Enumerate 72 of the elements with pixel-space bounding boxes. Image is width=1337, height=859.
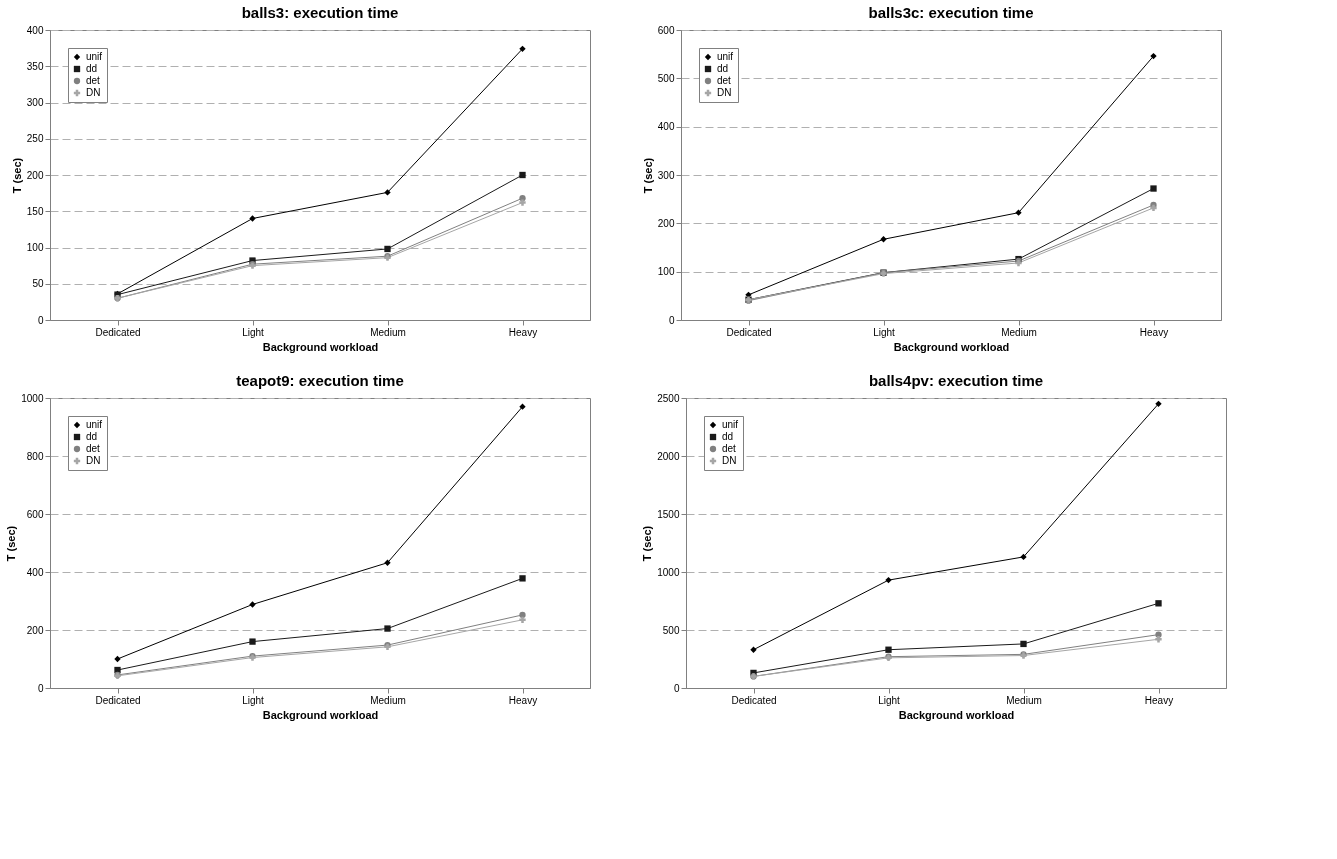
legend-label: DN xyxy=(717,87,732,98)
y-tick-label: 100 xyxy=(657,266,675,278)
x-tick-label: Light xyxy=(873,326,896,338)
y-tick-label: 500 xyxy=(657,72,675,84)
legend-label: det xyxy=(717,75,732,86)
x-tick-label: Dedicated xyxy=(95,694,141,706)
y-tick-label: 1000 xyxy=(21,392,44,404)
y-tick-label: 0 xyxy=(673,682,680,694)
y-tick-label: 0 xyxy=(37,682,44,694)
x-tick-label: Dedicated xyxy=(726,326,772,338)
x-axis-title: Background workload xyxy=(898,708,1015,721)
y-tick-label: 0 xyxy=(37,314,44,326)
chart-title: balls3: execution time xyxy=(241,4,399,21)
y-tick-label: 350 xyxy=(26,60,44,72)
legend-label: DN xyxy=(722,455,737,466)
y-tick-label: 400 xyxy=(657,121,675,133)
y-axis-title: T (sec) xyxy=(5,525,18,562)
legend-label: DN xyxy=(86,87,101,98)
x-axis-title: Background workload xyxy=(893,340,1010,353)
y-tick-label: 600 xyxy=(26,508,44,520)
x-tick-label: Medium xyxy=(370,326,406,338)
x-tick-label: Medium xyxy=(1001,326,1037,338)
legend-label: det xyxy=(722,443,737,454)
x-tick-label: Heavy xyxy=(508,694,538,706)
y-tick-label: 300 xyxy=(26,97,44,108)
y-tick-label: 200 xyxy=(657,217,675,229)
y-tick-label: 250 xyxy=(26,133,44,145)
chart-title: balls3c: execution time xyxy=(868,4,1034,21)
y-tick-label: 2500 xyxy=(657,392,680,404)
legend-label: unif xyxy=(722,419,739,430)
legend-label: unif xyxy=(717,51,734,62)
y-tick-label: 800 xyxy=(26,450,44,462)
legend-label: dd xyxy=(86,63,98,74)
legend-label: DN xyxy=(86,455,101,466)
legend-label: unif xyxy=(86,51,103,62)
y-axis-title: T (sec) xyxy=(641,157,654,194)
x-axis-title: Background workload xyxy=(262,708,379,721)
legend-label: dd xyxy=(722,431,734,442)
y-tick-label: 200 xyxy=(26,624,44,636)
x-tick-label: Light xyxy=(242,694,265,706)
y-axis-title: T (sec) xyxy=(641,525,654,562)
y-tick-label: 600 xyxy=(657,24,675,36)
y-tick-label: 0 xyxy=(668,314,675,326)
legend-label: dd xyxy=(86,431,98,442)
chart-title: balls4pv: execution time xyxy=(868,372,1044,389)
x-tick-label: Heavy xyxy=(1139,326,1169,338)
x-tick-label: Medium xyxy=(370,694,406,706)
x-tick-label: Heavy xyxy=(1144,694,1174,706)
chart-title: teapot9: execution time xyxy=(236,372,404,389)
legend-label: dd xyxy=(717,63,729,74)
x-tick-label: Heavy xyxy=(508,326,538,338)
y-tick-label: 400 xyxy=(26,566,44,578)
y-axis-title: T (sec) xyxy=(10,157,23,194)
y-tick-label: 300 xyxy=(657,169,675,181)
y-tick-label: 150 xyxy=(26,205,44,217)
y-tick-label: 2000 xyxy=(657,450,680,462)
legend-label: unif xyxy=(86,419,103,430)
y-tick-label: 1000 xyxy=(657,566,680,578)
x-tick-label: Light xyxy=(878,694,901,706)
y-tick-label: 100 xyxy=(26,242,44,253)
legend-label: det xyxy=(86,443,101,454)
y-tick-label: 500 xyxy=(662,624,680,636)
x-tick-label: Dedicated xyxy=(95,326,141,338)
legend-label: det xyxy=(86,75,101,86)
x-axis-title: Background workload xyxy=(262,340,379,353)
y-tick-label: 50 xyxy=(32,278,44,290)
x-tick-label: Dedicated xyxy=(731,694,777,706)
y-tick-label: 400 xyxy=(26,24,44,36)
y-tick-label: 200 xyxy=(26,169,44,181)
x-tick-label: Medium xyxy=(1006,694,1042,706)
y-tick-label: 1500 xyxy=(657,508,680,520)
x-tick-label: Light xyxy=(242,326,265,338)
